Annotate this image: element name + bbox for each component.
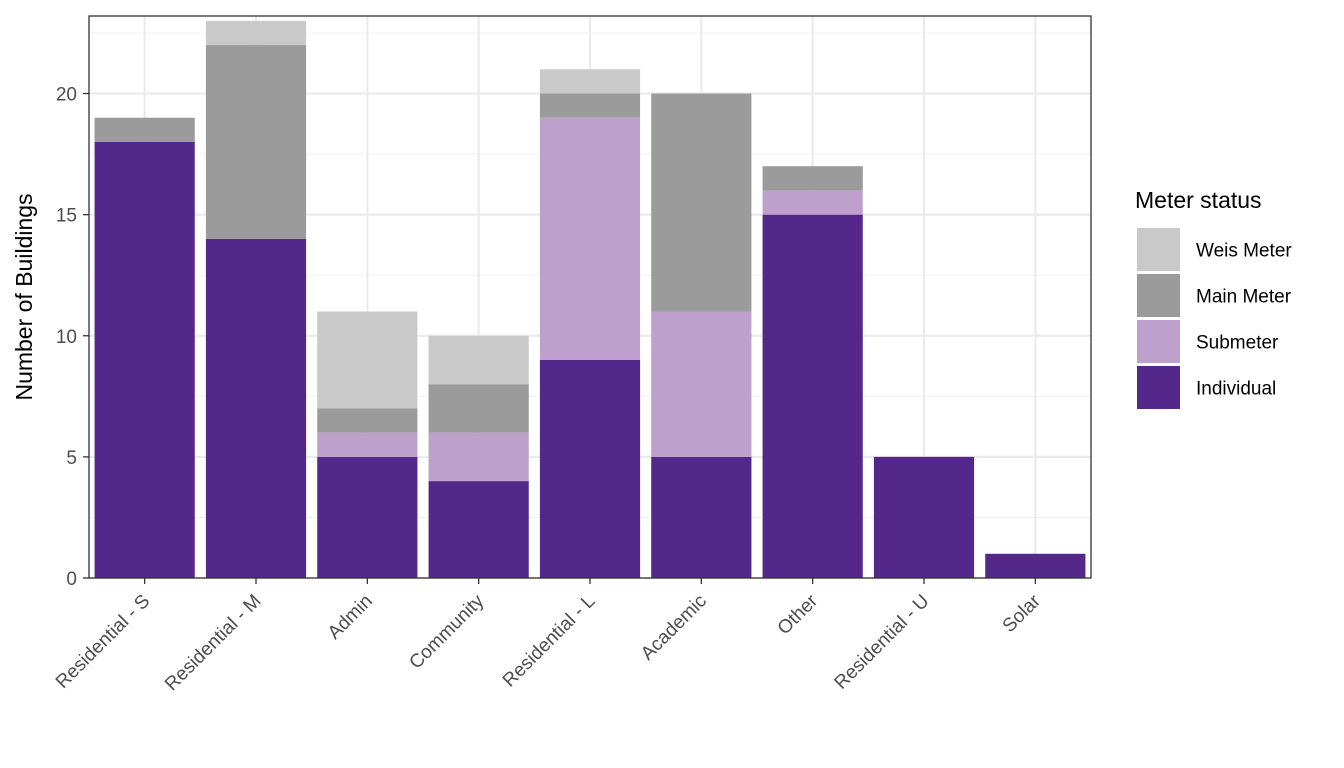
x-tick-label: Community (405, 590, 488, 673)
y-tick-label: 5 (66, 448, 77, 469)
bar-main-meter-2 (317, 408, 418, 433)
x-tick-label: Residential - M (161, 591, 265, 695)
bar-submeter-2 (317, 432, 418, 457)
bar-weis-meter-2 (317, 311, 418, 409)
y-tick-label: 15 (56, 206, 77, 227)
bar-individual-8 (985, 553, 1086, 578)
legend-key-main-meter (1137, 274, 1180, 317)
bar-individual-5 (651, 456, 752, 578)
bar-submeter-6 (762, 190, 863, 215)
y-axis: 0 5 10 15 20 (56, 85, 89, 590)
bar-weis-meter-3 (428, 335, 529, 385)
bar-submeter-3 (428, 432, 529, 482)
x-tick-label: Admin (324, 591, 377, 644)
bar-main-meter-6 (762, 166, 863, 191)
legend-key-submeter (1137, 320, 1180, 363)
legend: Meter status Weis Meter Main Meter Submete… (1135, 187, 1292, 409)
bar-main-meter-0 (94, 117, 195, 142)
legend-key-individual (1137, 366, 1180, 409)
bar-individual-3 (428, 481, 529, 578)
legend-label: Individual (1196, 379, 1276, 400)
bar-main-meter-4 (539, 93, 641, 118)
x-tick-label: Academic (637, 591, 711, 665)
bar-main-meter-3 (428, 384, 529, 433)
y-axis-title: Number of Buildings (11, 193, 37, 400)
bar-submeter-4 (539, 117, 641, 360)
bar-submeter-5 (651, 311, 752, 457)
y-tick-label: 10 (56, 327, 77, 348)
bars (94, 20, 1086, 579)
x-tick-label: Solar (999, 590, 1046, 637)
legend-label: Submeter (1196, 333, 1279, 354)
legend-label: Weis Meter (1196, 241, 1292, 262)
x-tick-label: Residential - S (52, 591, 154, 693)
y-tick-label: 0 (66, 569, 77, 590)
legend-label: Main Meter (1196, 287, 1292, 308)
x-axis: Residential - S Residential - M Admin Commu… (52, 578, 1045, 695)
bar-individual-4 (539, 359, 641, 578)
bar-individual-6 (762, 214, 863, 578)
legend-key-weis-meter (1137, 228, 1180, 271)
legend-title: Meter status (1135, 187, 1262, 213)
bar-individual-0 (94, 141, 195, 578)
bar-individual-1 (205, 238, 307, 579)
x-tick-label: Other (774, 590, 823, 639)
bar-individual-7 (873, 456, 975, 578)
bar-weis-meter-4 (539, 69, 641, 94)
bar-weis-meter-1 (205, 20, 307, 46)
bar-main-meter-5 (651, 93, 752, 312)
bar-individual-2 (317, 456, 418, 578)
bar-main-meter-1 (205, 45, 307, 239)
x-tick-label: Residential - U (831, 591, 934, 694)
x-tick-label: Residential - L (499, 591, 600, 692)
y-tick-label: 20 (56, 85, 77, 106)
